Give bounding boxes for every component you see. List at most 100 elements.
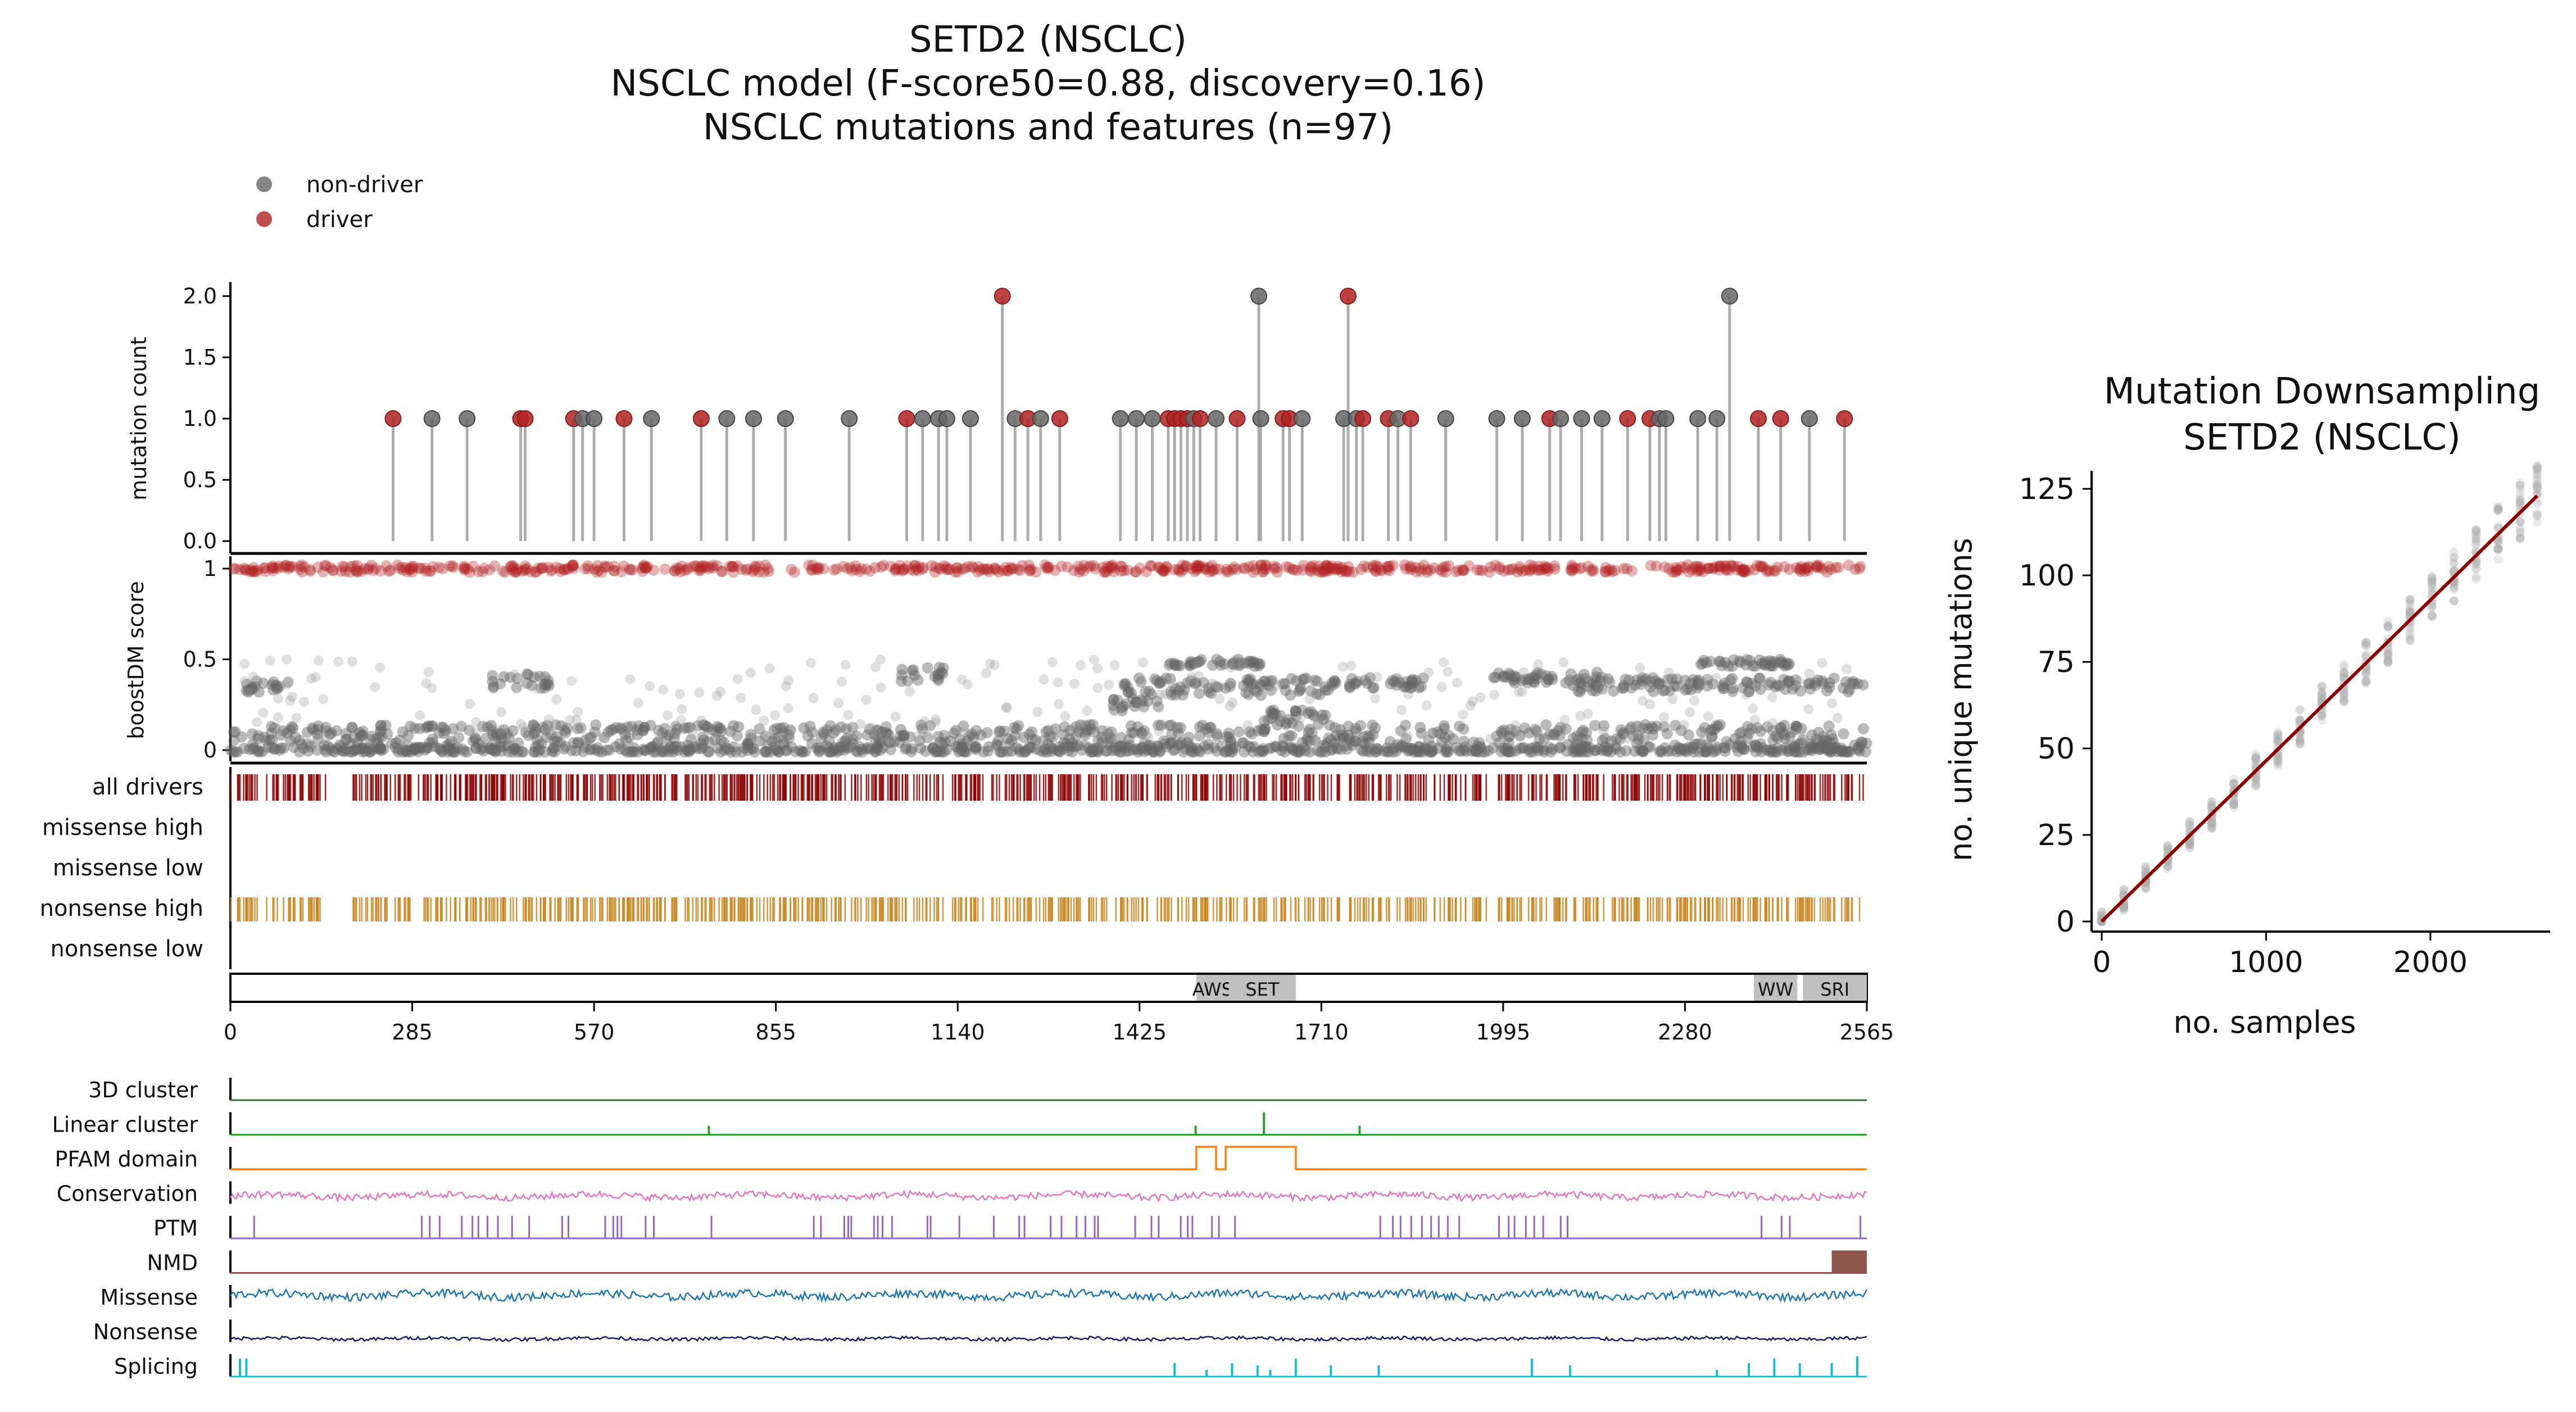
boostdm-point	[549, 746, 561, 758]
boostdm-driver-point	[1108, 566, 1120, 578]
boostdm-point	[1001, 702, 1012, 712]
boostdm-point	[829, 742, 841, 753]
boostdm-point	[1776, 744, 1788, 756]
boostdm-point	[1324, 719, 1336, 731]
boostdm-point	[1517, 686, 1527, 697]
driver-mutation-point	[898, 410, 915, 427]
domain-label: SET	[1245, 979, 1280, 1000]
boostdm-point	[471, 727, 482, 738]
boostdm-driver-point	[1535, 564, 1547, 576]
boostdm-driver-point	[1180, 560, 1192, 572]
boostdm-point	[1452, 678, 1462, 688]
boostdm-driver-point	[1062, 561, 1073, 573]
downsampling-y-tick-label: 0	[2056, 905, 2075, 939]
boostdm-point	[443, 743, 455, 755]
boostdm-y-axis: 00.51	[183, 556, 1867, 765]
boostdm-point	[839, 741, 851, 753]
boostdm-point	[1687, 743, 1699, 755]
boostdm-driver-point	[1609, 565, 1621, 576]
boostdm-point	[1018, 732, 1030, 743]
boostdm-driver-point	[1710, 561, 1722, 573]
boostdm-point	[1057, 742, 1069, 754]
boostdm-point	[1672, 742, 1684, 753]
boostdm-point	[1489, 689, 1500, 700]
boostdm-point	[470, 742, 482, 754]
boostdm-driver-point	[1158, 564, 1170, 576]
boostdm-point	[414, 742, 426, 753]
boostdm-point	[359, 746, 371, 757]
boostdm-point	[870, 742, 882, 754]
boostdm-driver-point	[1645, 560, 1657, 571]
boostdm-point	[1196, 719, 1208, 731]
boostdm-point	[278, 743, 289, 755]
track-label-missense-high: missense high	[42, 815, 203, 841]
boostdm-point	[861, 694, 872, 705]
boostdm-y-tick-label: 0	[203, 738, 217, 762]
boostdm-driver-point	[366, 560, 378, 571]
boostdm-point	[294, 734, 306, 746]
boostdm-point	[888, 735, 900, 747]
boostdm-point	[1136, 727, 1148, 738]
boostdm-point	[1241, 674, 1253, 685]
boostdm-point	[1661, 728, 1673, 739]
boostdm-point	[461, 746, 473, 758]
boostdm-point	[1186, 746, 1198, 758]
track-label-nonsense-high: nonsense high	[40, 896, 203, 921]
boostdm-point	[1698, 746, 1710, 758]
boostdm-point	[1287, 744, 1299, 756]
boostdm-driver-point	[1326, 560, 1337, 572]
boostdm-point	[821, 740, 833, 752]
boostdm-point	[746, 742, 758, 754]
boostdm-point	[573, 737, 584, 749]
boostdm-driver-point	[1813, 560, 1825, 571]
boostdm-driver-point	[579, 563, 591, 575]
boostdm-driver-point	[1405, 560, 1417, 572]
boostdm-point	[529, 746, 541, 758]
boostdm-point	[1277, 741, 1289, 753]
boostdm-point	[1624, 724, 1636, 735]
boostdm-point	[282, 679, 292, 690]
boostdm-point	[266, 734, 278, 746]
boostdm-point	[1666, 745, 1677, 757]
boostdm-driver-point	[690, 560, 701, 571]
boostdm-point	[1291, 746, 1303, 758]
boostdm-point	[1207, 678, 1218, 689]
boostdm-point	[1731, 742, 1743, 753]
boostdm-point	[1067, 746, 1078, 758]
boostdm-point	[1627, 730, 1639, 742]
boostdm-driver-point	[1157, 565, 1169, 576]
boostdm-point	[1636, 675, 1648, 687]
boostdm-point	[1337, 729, 1349, 741]
boostdm-point	[374, 743, 386, 755]
boostdm-point	[1082, 706, 1092, 716]
boostdm-point	[1540, 719, 1552, 730]
boostdm-point	[1470, 745, 1481, 757]
boostdm-point	[1309, 735, 1320, 746]
boostdm-point	[1092, 683, 1103, 693]
boostdm-point	[1440, 746, 1452, 758]
boostdm-point	[274, 744, 285, 756]
boostdm-point	[821, 724, 833, 736]
boostdm-driver-point	[1115, 560, 1127, 572]
boostdm-point	[375, 724, 387, 736]
boostdm-point	[1783, 746, 1794, 757]
boostdm-point	[1060, 738, 1072, 750]
boostdm-driver-point	[287, 561, 298, 573]
boostdm-point	[1733, 739, 1745, 751]
boostdm-point	[1038, 674, 1049, 684]
legend-driver-marker	[256, 211, 272, 227]
boostdm-driver-point	[1239, 563, 1251, 575]
boostdm-driver-point	[519, 560, 531, 572]
boostdm-point	[1554, 721, 1566, 733]
boostdm-point	[339, 745, 351, 757]
boostdm-point	[357, 742, 369, 754]
boostdm-point	[992, 735, 1004, 747]
boostdm-point	[1669, 739, 1681, 751]
boostdm-point	[1826, 742, 1838, 754]
boostdm-point	[895, 724, 906, 735]
boostdm-point	[851, 730, 863, 742]
boostdm-point	[451, 742, 463, 753]
boostdm-point	[653, 725, 665, 737]
boostdm-driver-point	[1172, 564, 1184, 575]
feature-track-line	[229, 1189, 1867, 1204]
